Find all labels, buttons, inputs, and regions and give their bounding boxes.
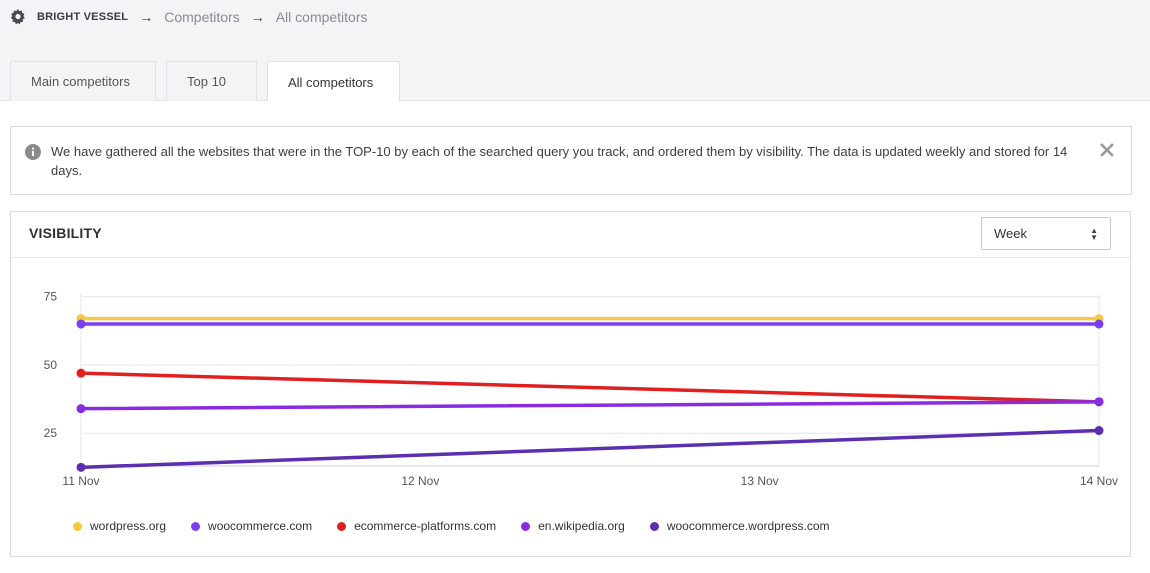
breadcrumb-org[interactable]: BRIGHT VESSEL [37, 11, 129, 23]
legend-dot-icon [337, 521, 347, 531]
series-point [1094, 319, 1104, 329]
series-point [76, 319, 86, 329]
alert-message: We have gathered all the websites that w… [51, 144, 1068, 178]
legend-label: woocommerce.wordpress.com [666, 519, 830, 533]
legend-item[interactable]: ecommerce-platforms.com [337, 519, 496, 533]
legend-label: woocommerce.com [208, 519, 313, 533]
x-tick-label: 11 Nov [62, 474, 99, 488]
legend-item[interactable]: woocommerce.wordpress.com [649, 519, 830, 533]
y-tick-label: 75 [44, 290, 58, 304]
tab-all-competitors[interactable]: All competitors [267, 61, 400, 102]
breadcrumb-competitors[interactable]: Competitors [164, 9, 240, 25]
tab-top-10[interactable]: Top 10 [166, 61, 257, 101]
top-bar: BRIGHT VESSEL → Competitors → All compet… [0, 0, 1150, 102]
legend-label: wordpress.org [90, 519, 167, 533]
y-tick-label: 50 [44, 358, 58, 372]
tab-main-competitors[interactable]: Main competitors [10, 61, 156, 101]
select-arrows-icon: ▲ ▼ [1090, 225, 1098, 242]
period-select-value: Week [994, 226, 1027, 241]
breadcrumb-arrow-icon: → [250, 9, 265, 25]
period-select[interactable]: Week ▲ ▼ [981, 217, 1111, 250]
legend-item[interactable]: woocommerce.com [191, 519, 312, 533]
visibility-title: VISIBILITY [29, 225, 102, 241]
breadcrumb-all-competitors: All competitors [275, 9, 368, 25]
legend-dot-icon [521, 521, 531, 531]
series-point [76, 404, 86, 414]
legend-label: ecommerce-platforms.com [354, 519, 497, 533]
series-point [1094, 397, 1104, 407]
series-line [79, 428, 1101, 470]
tab-bar: Main competitors Top 10 All competitors [10, 61, 410, 102]
breadcrumb: BRIGHT VESSEL → Competitors → All compet… [10, 8, 368, 26]
series-point [76, 368, 86, 378]
chart-legend: wordpress.org woocommerce.com ecommerce-pl… [73, 519, 855, 533]
gear-icon[interactable] [10, 9, 26, 25]
visibility-header: VISIBILITY Week ▲ ▼ [11, 212, 1130, 258]
y-tick-label: 25 [44, 426, 58, 440]
x-tick-label: 12 Nov [401, 474, 439, 488]
series-point [1094, 426, 1104, 436]
legend-item[interactable]: wordpress.org [73, 519, 166, 533]
legend-dot-icon [73, 521, 82, 531]
info-alert: We have gathered all the websites that w… [10, 126, 1132, 195]
x-tick-label: 13 Nov [741, 474, 779, 488]
legend-item[interactable]: en.wikipedia.org [521, 519, 625, 533]
legend-dot-icon [191, 521, 201, 531]
visibility-panel: VISIBILITY Week ▲ ▼ 25 50 75 11 Nov 12 Nov 13 … [10, 211, 1131, 557]
breadcrumb-arrow-icon: → [139, 9, 154, 25]
series-line [79, 400, 1101, 411]
series-point [76, 462, 86, 472]
x-tick-label: 14 Nov [1080, 474, 1118, 488]
legend-dot-icon [649, 521, 659, 531]
series-line [79, 371, 1101, 404]
info-icon [25, 144, 41, 160]
legend-label: en.wikipedia.org [538, 519, 625, 533]
close-icon[interactable] [1100, 143, 1114, 157]
visibility-chart: 25 50 75 11 Nov 12 Nov 13 Nov 14 Nov [44, 290, 1118, 488]
